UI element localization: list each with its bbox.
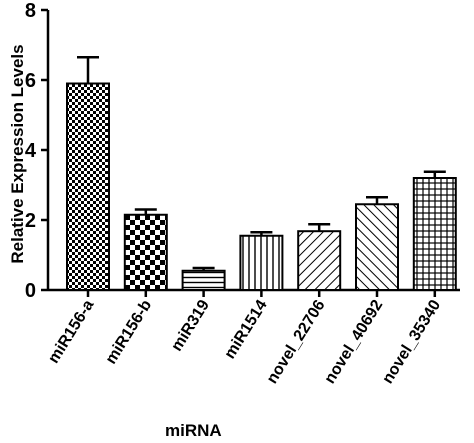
y-axis-label: Relative Expression Levels bbox=[8, 44, 27, 264]
bar-novel_35340 bbox=[412, 177, 457, 291]
bar-novel_40692 bbox=[355, 203, 399, 291]
bar-miR156-a bbox=[66, 82, 110, 291]
y-tick-label: 8 bbox=[25, 0, 36, 22]
y-tick-label: 6 bbox=[25, 70, 36, 92]
bar-miR319 bbox=[181, 269, 226, 291]
bars bbox=[66, 56, 457, 291]
y-tick-label: 2 bbox=[25, 210, 36, 232]
x-tick-label: novel_35340 bbox=[379, 297, 444, 387]
x-tick-label: novel_40692 bbox=[322, 297, 387, 387]
y-tick-label: 4 bbox=[25, 140, 37, 162]
bar-miR1514 bbox=[239, 234, 284, 291]
x-tick-label: miR156-b bbox=[103, 297, 156, 367]
x-axis-label: miRNA bbox=[165, 421, 222, 440]
bar-novel_22706 bbox=[297, 230, 342, 291]
x-tick-label: novel_22706 bbox=[264, 297, 329, 387]
x-tick-label: miR156-a bbox=[45, 297, 97, 366]
bar-miR156-b bbox=[123, 213, 168, 291]
x-tick-label: miR319 bbox=[168, 297, 213, 354]
x-tick-label: miR1514 bbox=[221, 297, 270, 362]
y-tick-label: 0 bbox=[25, 280, 36, 302]
